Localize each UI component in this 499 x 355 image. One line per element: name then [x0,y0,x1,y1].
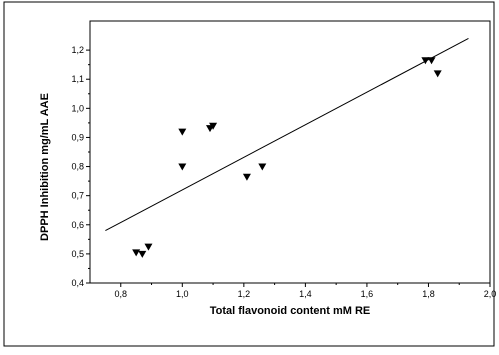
y-tick-label: 0,5 [71,249,84,259]
y-tick-label: 1,1 [71,74,84,84]
y-tick-label: 0,8 [71,162,84,172]
x-axis-title: Total flavonoid content mM RE [210,305,371,317]
data-point [258,163,267,171]
y-tick-label: 1,2 [71,45,84,55]
data-point [144,243,153,251]
data-point [421,57,430,65]
regression-line [105,38,469,232]
x-axis-ticks: 0,8 1,0 1,2 1,4 1,6 1,8 2,0 [115,283,497,299]
y-tick-label: 0,6 [71,220,84,230]
data-point [132,249,141,257]
x-tick-label: 1,8 [422,289,435,299]
x-tick-label: 1,2 [238,289,251,299]
x-tick-label: 1,6 [361,289,374,299]
y-axis-ticks: 0,4 0,5 0,6 0,7 0,8 0,9 1,0 1,1 1,2 [71,45,90,288]
regression-line-group [105,38,469,232]
y-tick-label: 0,4 [71,278,84,288]
y-tick-label: 0,9 [71,132,84,142]
data-point [138,250,147,258]
data-point [209,122,218,130]
data-point [242,173,251,181]
x-tick-label: 2,0 [484,289,497,299]
y-tick-label: 0,7 [71,191,84,201]
x-tick-label: 1,0 [176,289,189,299]
y-axis-title: DPPH Inhibition mg/mL AAE [39,93,51,241]
data-point [178,163,187,171]
data-point [178,128,187,136]
x-tick-label: 0,8 [115,289,128,299]
data-point [427,57,436,65]
data-points [132,57,442,258]
y-tick-label: 1,0 [71,103,84,113]
data-point [433,70,442,78]
x-tick-label: 1,4 [299,289,312,299]
